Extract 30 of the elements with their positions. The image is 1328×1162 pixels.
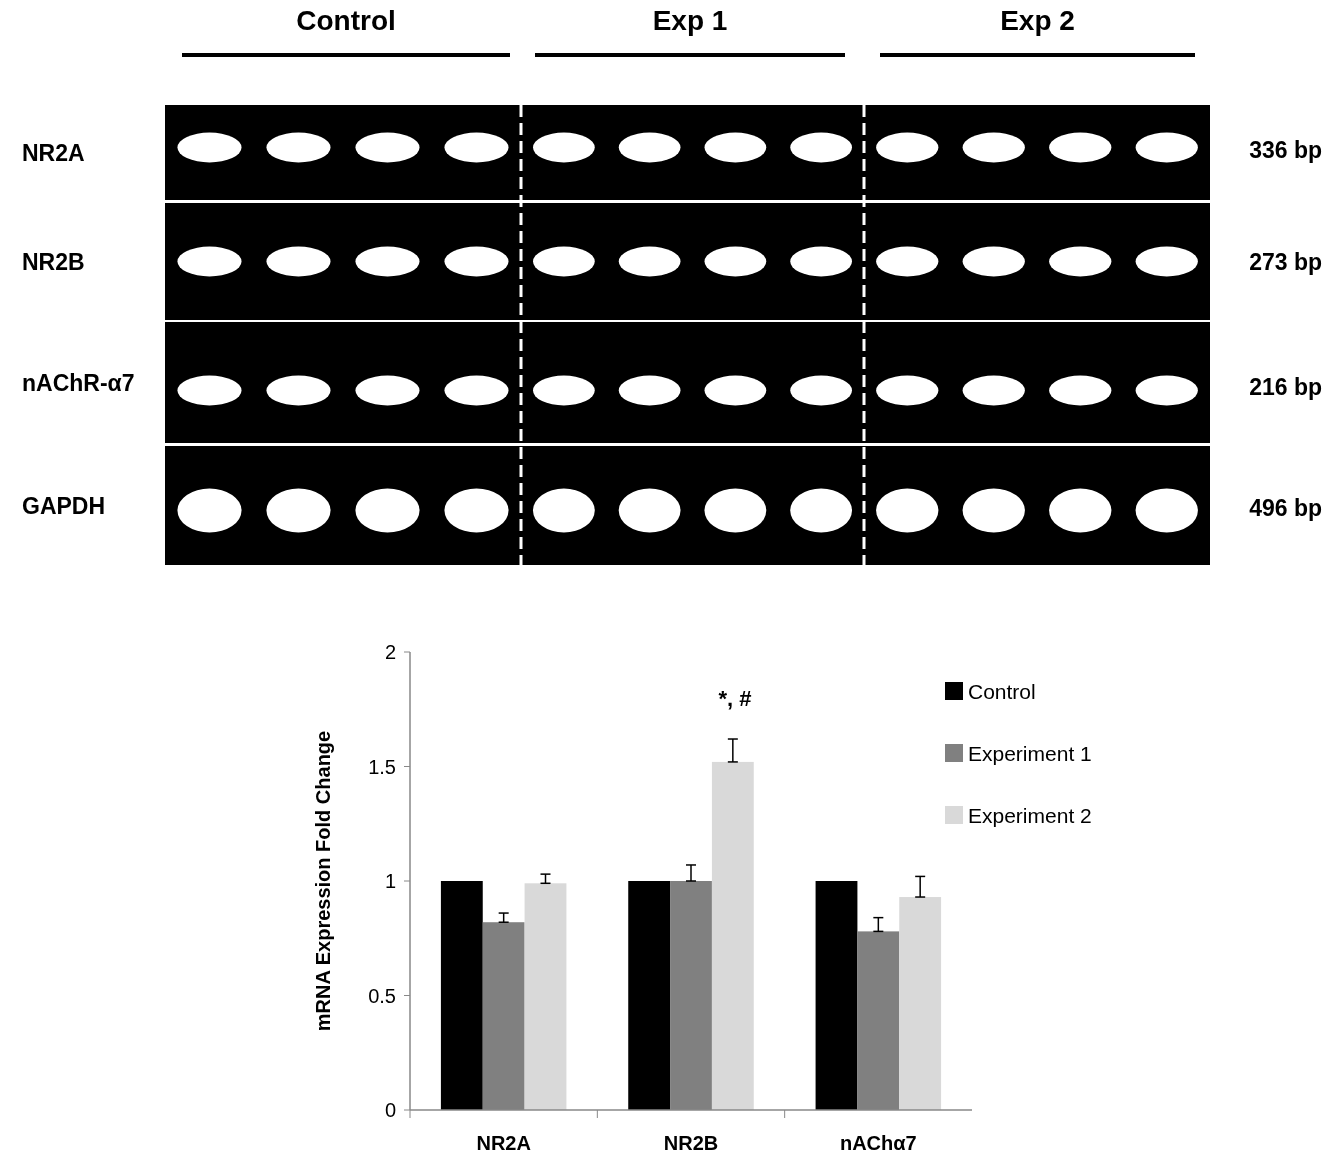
y-tick-label: 0 bbox=[384, 1099, 396, 1121]
category-label: Exp 2 bbox=[1000, 5, 1075, 36]
bar bbox=[524, 883, 567, 1110]
category-label: 336 bp bbox=[1249, 137, 1322, 163]
legend-label: Experiment 1 bbox=[968, 742, 1092, 765]
legend-label: Experiment 2 bbox=[968, 804, 1092, 827]
bar bbox=[628, 881, 671, 1110]
bar bbox=[899, 897, 942, 1110]
bar bbox=[440, 881, 483, 1110]
bar bbox=[815, 881, 858, 1110]
category-label: Control bbox=[296, 5, 396, 36]
x-tick-label: nAChα7 bbox=[839, 1132, 917, 1154]
category-label: 216 bp bbox=[1249, 373, 1322, 400]
legend-label: Control bbox=[968, 680, 1036, 703]
category-label: 496 bp bbox=[1249, 495, 1322, 521]
category-label: NR2B bbox=[22, 248, 85, 275]
y-axis-title: mRNA Expression Fold Change bbox=[312, 730, 334, 1032]
category-label: 273 bp bbox=[1249, 248, 1322, 275]
x-tick-label: NR2B bbox=[663, 1132, 719, 1154]
y-tick-label: 2 bbox=[384, 641, 396, 663]
annotation: *, # bbox=[718, 686, 752, 711]
x-tick-label: NR2A bbox=[476, 1132, 531, 1154]
bar bbox=[711, 761, 754, 1110]
y-tick-label: 1.5 bbox=[368, 755, 396, 778]
category-label: GAPDH bbox=[22, 492, 106, 519]
y-tick-label: 0.5 bbox=[368, 984, 396, 1007]
category-label: NR2A bbox=[22, 139, 85, 166]
y-tick-label: 1 bbox=[384, 870, 396, 892]
category-label: nAChR-α7 bbox=[22, 369, 135, 396]
category-label: Exp 1 bbox=[652, 5, 728, 36]
